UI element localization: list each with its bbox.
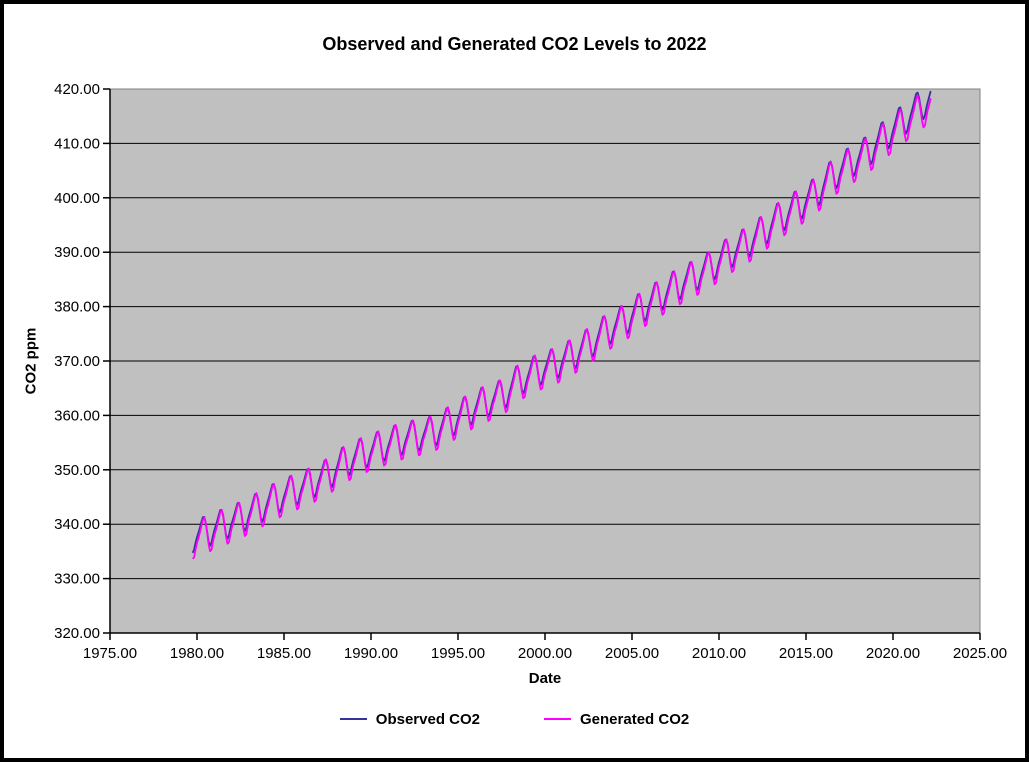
x-tick-label: 2010.00 (692, 645, 746, 662)
legend-label-generated: Generated CO2 (580, 710, 690, 728)
y-tick-label: 410.00 (54, 135, 100, 152)
legend-line-swatch-observed (339, 718, 367, 720)
legend-item-observed: Observed CO2 (339, 710, 480, 728)
x-tick-label: 2020.00 (866, 645, 920, 662)
plot-area: 320.00 330.00 340.00 350.00 360.00 370.00 380.… (54, 81, 1007, 662)
legend-line-swatch-generated (544, 718, 571, 720)
legend-label-observed: Observed CO2 (375, 710, 480, 728)
x-tick-label: 1995.00 (431, 645, 485, 662)
y-tick-label: 320.00 (54, 625, 100, 642)
x-tick-label: 2000.00 (518, 645, 572, 662)
y-axis-title: CO2 ppm (22, 327, 40, 395)
y-tick-label: 370.00 (54, 353, 100, 370)
legend: Observed CO2 Generated CO2 (0, 708, 1029, 730)
x-tick-label: 2025.00 (953, 645, 1007, 662)
y-tick-label: 380.00 (54, 299, 100, 316)
y-tick-label: 420.00 (54, 81, 100, 98)
legend-item-generated: Generated CO2 (544, 711, 689, 728)
x-tick-label: 2015.00 (779, 645, 833, 662)
y-tick-label: 360.00 (54, 407, 100, 424)
x-tick-label: 1985.00 (257, 645, 311, 662)
series-line-observed (191, 90, 932, 554)
series-line-generated (192, 94, 932, 560)
y-tick-label: 330.00 (54, 571, 100, 588)
y-tick-label: 400.00 (54, 190, 100, 207)
y-tick-label: 390.00 (54, 244, 100, 261)
y-tick-label: 340.00 (54, 516, 100, 533)
chart-title: Observed and Generated CO2 Levels to 202… (322, 34, 707, 54)
x-tick-label: 1990.00 (344, 645, 398, 662)
x-tick-label: 1975.00 (83, 645, 137, 662)
x-tick-label: 1980.00 (170, 645, 224, 662)
x-axis-title: Date (528, 670, 562, 687)
x-tick-label: 2005.00 (605, 645, 659, 662)
y-tick-label: 350.00 (54, 462, 100, 479)
